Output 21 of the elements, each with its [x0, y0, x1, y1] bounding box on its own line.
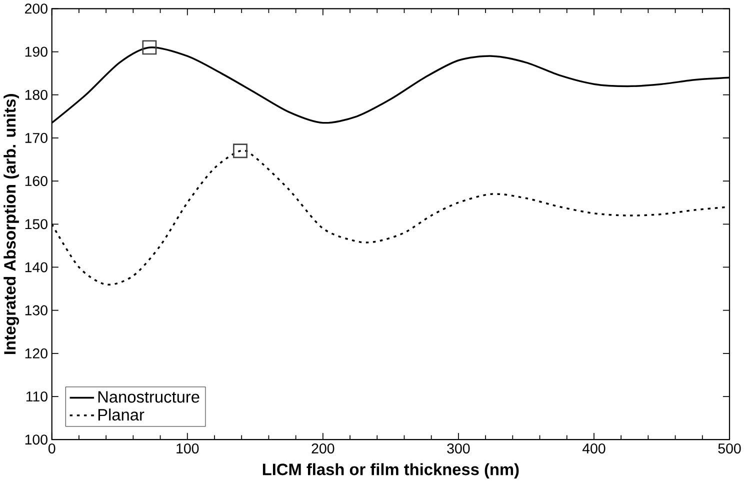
- x-tick-label: 400: [582, 443, 606, 454]
- x-axis-title: LICM flash or film thickness (nm): [262, 463, 519, 478]
- legend-label: Nanostructure: [98, 391, 200, 403]
- x-tick-label: 100: [176, 443, 199, 454]
- y-tick-label: 150: [25, 219, 48, 230]
- x-tick-label: 300: [447, 443, 470, 454]
- y-axis-title: Integrated Absorption (arb. units): [4, 94, 19, 354]
- y-tick-label: 180: [25, 90, 48, 100]
- legend-label: Planar: [98, 408, 144, 421]
- y-tick-label: 140: [25, 262, 48, 272]
- y-tick-label: 120: [25, 348, 48, 358]
- y-tick-label: 160: [25, 176, 48, 186]
- y-tick-label: 170: [25, 132, 48, 143]
- y-tick-label: 110: [26, 391, 48, 402]
- x-tick-label: 0: [48, 443, 56, 454]
- y-tick-label: 200: [25, 4, 48, 14]
- x-tick-label: 500: [718, 443, 741, 454]
- x-tick-label: 200: [312, 443, 334, 454]
- y-tick-label: 130: [25, 305, 48, 316]
- y-tick-label: 100: [25, 434, 48, 445]
- y-tick-label: 190: [25, 46, 48, 57]
